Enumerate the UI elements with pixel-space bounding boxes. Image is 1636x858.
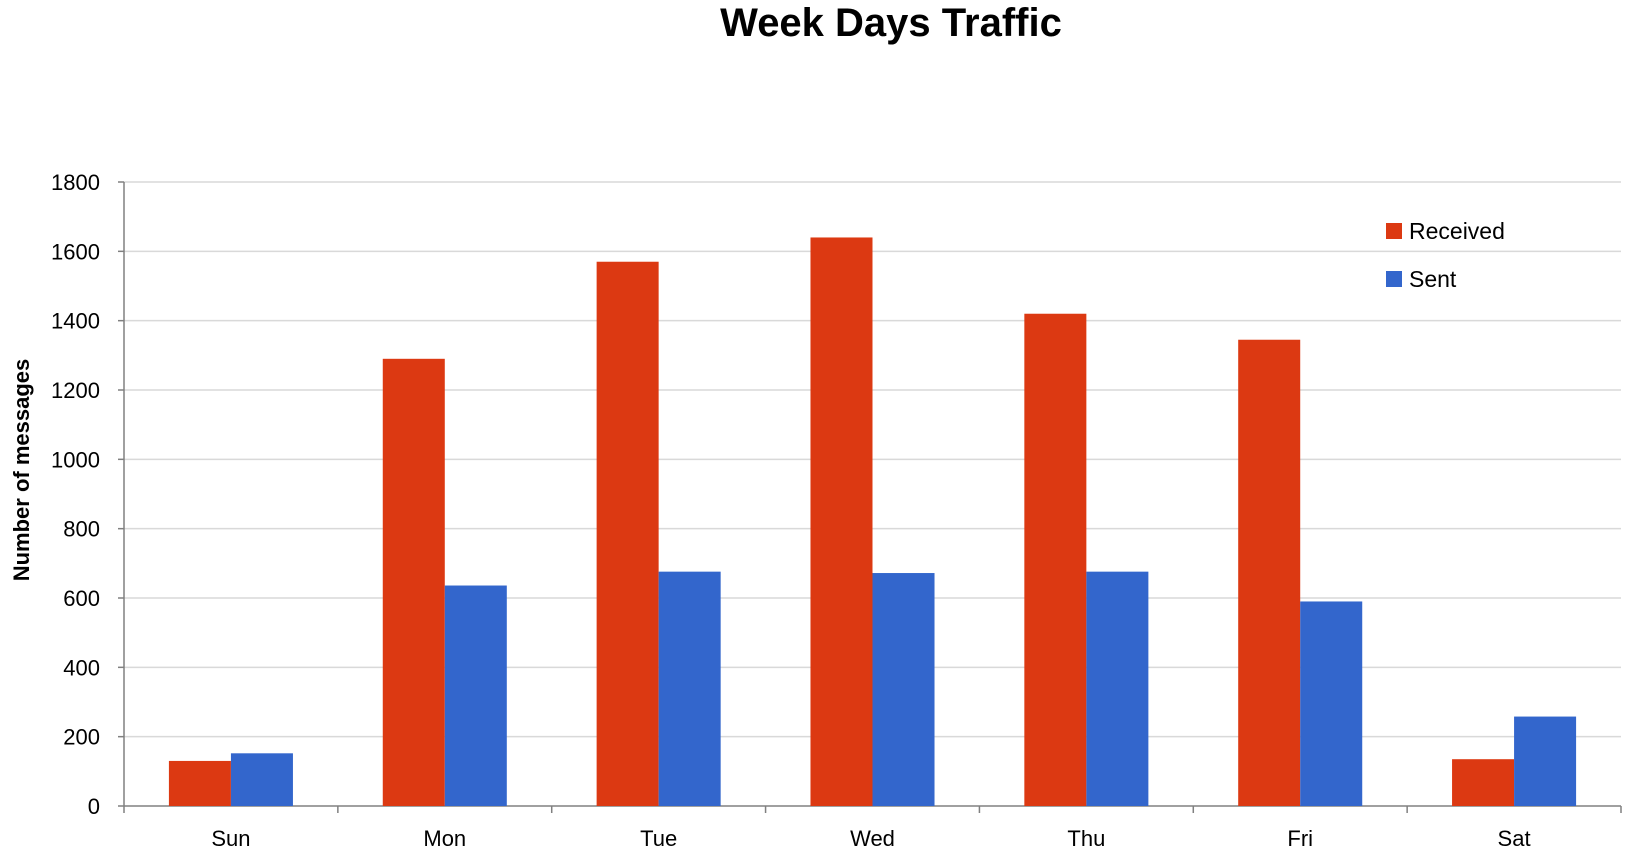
x-tick-label: Thu	[1067, 826, 1105, 851]
x-tick-label: Sun	[211, 826, 250, 851]
legend-label-sent: Sent	[1409, 266, 1457, 292]
bar-sent-mon	[444, 585, 507, 806]
bar-sent-tue	[658, 571, 721, 806]
bar-received-thu	[1024, 313, 1087, 806]
y-tick-label: 1600	[51, 239, 100, 264]
y-tick-label: 200	[63, 725, 100, 750]
y-tick-label: 1400	[51, 309, 100, 334]
y-tick-label: 1000	[51, 447, 100, 472]
bar-received-tue	[596, 261, 659, 806]
x-tick-labels: Sun Mon Tue Wed Thu Fri Sat	[211, 826, 1530, 851]
bar-sent-sat	[1514, 716, 1577, 806]
bar-received-mon	[382, 358, 445, 806]
bar-received-sun	[168, 760, 231, 806]
chart-title: Week Days Traffic	[720, 1, 1062, 45]
bar-sent-sun	[230, 753, 293, 806]
bar-sent-wed	[872, 573, 935, 806]
legend-swatch-received	[1386, 223, 1402, 239]
y-tick-label: 1200	[51, 378, 100, 403]
y-tick-label: 1800	[51, 170, 100, 195]
x-tick-label: Tue	[640, 826, 677, 851]
y-tick-label: 0	[88, 794, 100, 819]
bar-sent-thu	[1086, 571, 1149, 806]
x-tick-label: Mon	[423, 826, 466, 851]
bar-sent-fri	[1300, 601, 1363, 806]
y-tick-labels: 0 200 400 600 800 1000 1200 1400 1600 1800	[51, 170, 100, 819]
y-tick-label: 600	[63, 586, 100, 611]
legend: Received Sent	[1386, 218, 1505, 292]
bar-received-fri	[1238, 339, 1301, 806]
y-axis-title: Number of messages	[9, 359, 34, 582]
bar-received-sat	[1452, 759, 1515, 806]
x-tick-label: Sat	[1498, 826, 1531, 851]
bar-received-wed	[810, 237, 873, 806]
x-tick-label: Fri	[1287, 826, 1313, 851]
legend-label-received: Received	[1409, 218, 1505, 244]
bars	[168, 237, 1577, 806]
x-tick-label: Wed	[850, 826, 895, 851]
y-tick-label: 800	[63, 517, 100, 542]
legend-swatch-sent	[1386, 271, 1402, 287]
y-tick-label: 400	[63, 655, 100, 680]
